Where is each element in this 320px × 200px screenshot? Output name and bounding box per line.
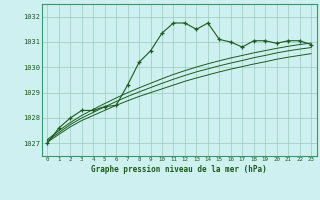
X-axis label: Graphe pression niveau de la mer (hPa): Graphe pression niveau de la mer (hPa) [91, 165, 267, 174]
